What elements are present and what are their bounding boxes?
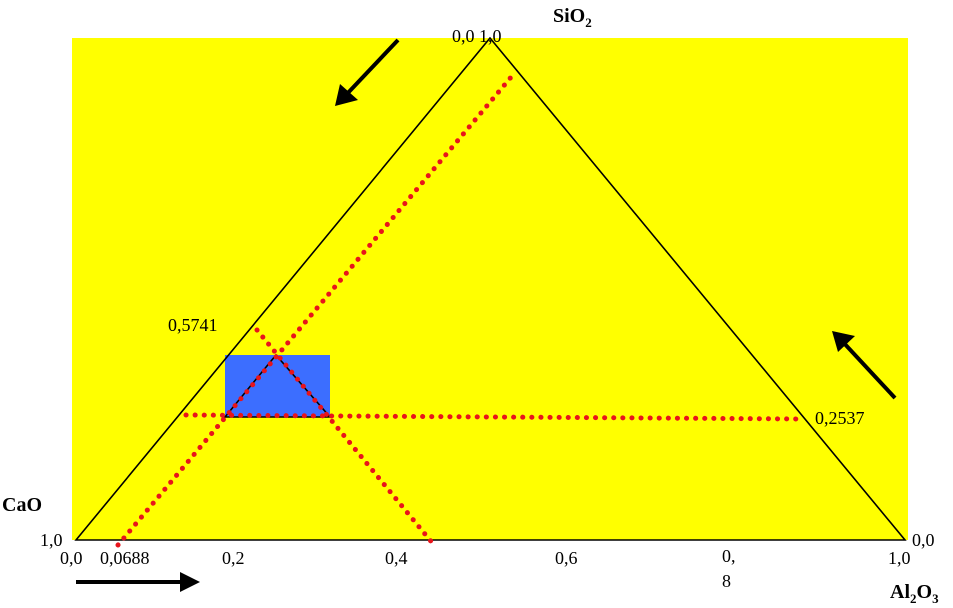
vertex-label-al2o3: Al2O3 (890, 581, 939, 606)
tick-label: 0,2 (222, 548, 245, 568)
vertex-label-sio2: SiO2 (553, 5, 592, 30)
tick-label: 0,6 (555, 548, 578, 568)
value-label-right-edge: 0,2537 (815, 408, 865, 428)
guide-lines (115, 73, 805, 548)
tick-label: 0,4 (385, 548, 408, 568)
tick-label: 0,0688 (100, 548, 150, 568)
arrow-down-left-icon (335, 38, 400, 106)
corner-label-right-lower: 1,0 (888, 548, 911, 568)
vertex-label-cao: CaO (2, 494, 42, 516)
tick-label: 8 (722, 571, 731, 591)
diagram-background (72, 38, 908, 540)
guide-line-left-diagonal (115, 73, 515, 548)
corner-label-right-upper: 0,0 (912, 530, 935, 550)
corner-label-left-upper: 1,0 (40, 530, 63, 550)
value-label-left-edge: 0,5741 (168, 315, 218, 335)
arrow-up-left-icon (832, 331, 897, 400)
corner-label-left-lower: 0,0 (60, 548, 83, 568)
corner-label-top: 0,0 1,0 (452, 26, 502, 46)
guide-line-horizontal (183, 412, 805, 422)
highlight-region (225, 355, 330, 417)
tick-label: 0, (722, 546, 736, 566)
ternary-triangle (74, 36, 907, 541)
guide-line-right-diagonal (254, 327, 437, 548)
arrow-right-icon (76, 572, 200, 592)
